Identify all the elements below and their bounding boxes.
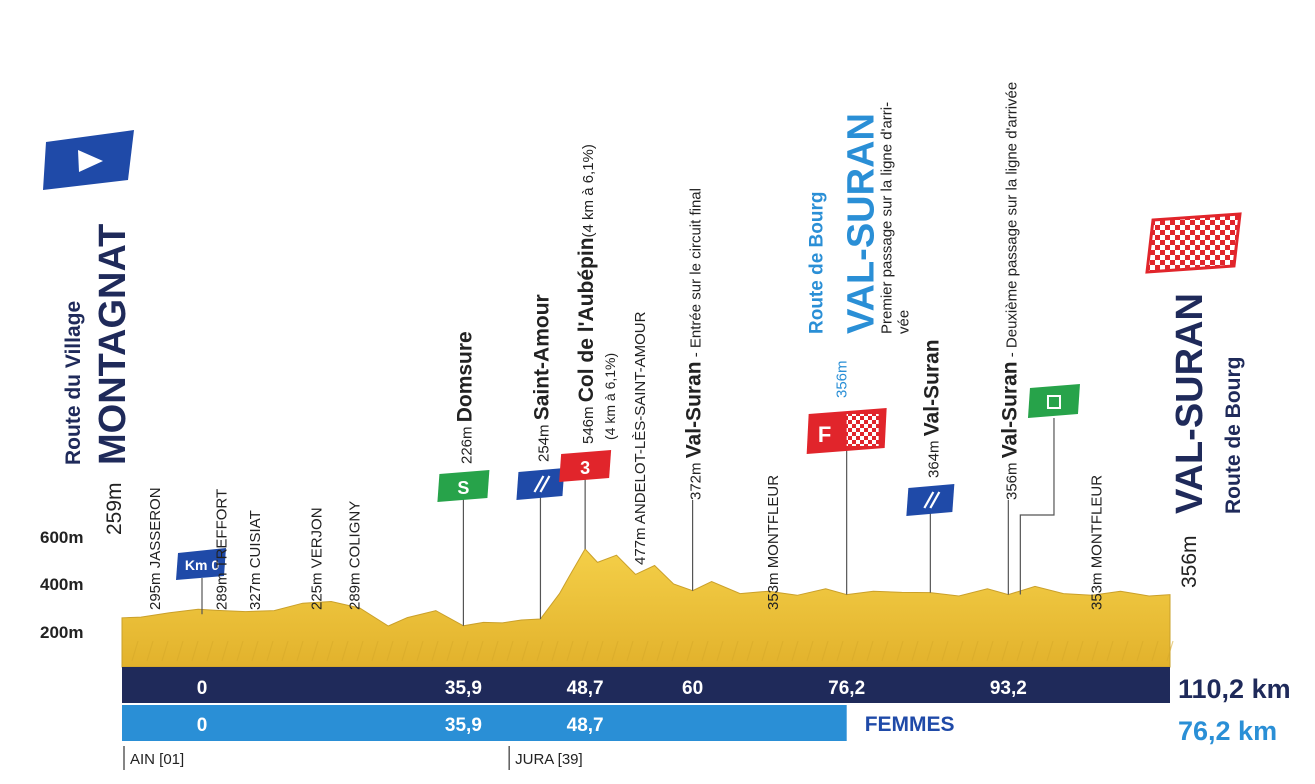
waste-zone-pole	[1019, 418, 1055, 595]
finish-labels: VAL-SURAN Route de Bourg 356m	[1169, 293, 1245, 588]
start-flag	[43, 130, 134, 190]
signal-stroke	[533, 475, 545, 493]
signal-stroke	[923, 491, 935, 509]
women-finish-marker-label: F	[818, 422, 831, 447]
climb-category-marker	[559, 450, 612, 482]
finish-label: VAL-SURAN	[1169, 293, 1211, 514]
point-label: 364m Val-Suran	[920, 339, 943, 478]
place-label: 289m TREFFORT	[214, 489, 231, 610]
elevation-profile-area	[121, 548, 1171, 668]
finish-altitude: 356m	[1178, 535, 1201, 588]
finish-flag-shape	[1145, 212, 1242, 274]
place-label: 327m CUISIAT	[247, 510, 264, 610]
km-bar-men-mark: 0	[197, 678, 208, 699]
y-tick-label: 400m	[40, 575, 83, 594]
point-label: 254m Saint-Amour	[530, 294, 553, 462]
km-bar-men-background	[122, 667, 1170, 703]
km-bar-women-mark: 48,7	[567, 715, 604, 736]
point-label: 372m Val-Suran - Entrée sur le circuit f…	[683, 188, 706, 500]
place-label: 353m MONTFLEUR	[1089, 475, 1106, 610]
km-bar-women-total: 76,2 km	[1178, 716, 1277, 746]
km-bar-men-mark: 93,2	[990, 678, 1027, 699]
km-bar-women-mark: 0	[197, 715, 208, 736]
women-finish-altitude: 356m	[834, 360, 851, 398]
km-bar-men-mark: 48,7	[567, 678, 604, 699]
start-altitude: 259m	[103, 482, 126, 535]
finish-flag	[1145, 212, 1242, 274]
place-label: 289m COLIGNY	[347, 501, 364, 610]
point-label: 356m Val-Suran - Deuxième passage sur la…	[998, 82, 1021, 500]
start-label: MONTAGNAT	[92, 224, 134, 465]
signal-marker-icon	[906, 484, 955, 516]
waste-zone-marker	[1027, 384, 1080, 418]
climb-category-label: 3	[580, 458, 590, 478]
bin-icon	[1046, 395, 1061, 409]
y-tick-label: 200m	[40, 623, 83, 642]
km-bar-men-total: 110,2 km	[1178, 674, 1291, 704]
women-finish-line2: VAL-SURAN	[841, 113, 883, 334]
place-label: 225m VERJON	[309, 507, 326, 610]
signal-marker-icon	[516, 468, 565, 500]
km-bar-men: 0 35,9 48,7 60 76,2 93,2 110,2 km	[122, 667, 1291, 704]
departments: AIN [01] JURA [39]	[123, 746, 583, 770]
km-bar-men-mark: 76,2	[828, 678, 865, 699]
km-bar-women-background	[122, 705, 847, 741]
women-finish-checker	[846, 414, 879, 446]
department-label: JURA [39]	[515, 751, 583, 768]
km-bar-women-mark: 35,9	[445, 715, 482, 736]
elevation-profile-texture	[131, 640, 1174, 662]
km-bar-women: 0 35,9 48,7 FEMMES 76,2 km	[122, 705, 1277, 746]
start-arrow-icon	[78, 150, 103, 172]
point-label: 546m Col de l'Aubépin(4 km à 6,1%)	[575, 144, 598, 444]
km0-label: Km 0	[185, 557, 219, 573]
women-finish-line1: Route de Bourg	[807, 192, 828, 335]
km-bar-men-mark: 60	[682, 678, 703, 699]
place-label: 477m ANDELOT-LÈS-SAINT-AMOUR	[632, 311, 649, 565]
climb-details: (4 km à 6,1%)	[602, 353, 618, 440]
point-label: 226m Domsure	[453, 331, 476, 464]
place-label: 353m MONTFLEUR	[765, 475, 782, 610]
signal-stroke	[539, 475, 551, 493]
sprint-marker-label: S	[457, 478, 469, 498]
signal-stroke	[929, 491, 941, 509]
women-finish-line3: Premier passage sur la ligne d'arri-	[879, 102, 896, 334]
sprint-marker	[437, 470, 490, 502]
km-bar-women-label: FEMMES	[865, 713, 955, 736]
finish-sublabel: Route de Bourg	[1222, 357, 1245, 515]
y-tick-label: 600m	[40, 528, 83, 547]
km0-badge	[176, 548, 226, 580]
start-labels: Route du Village MONTAGNAT 259m	[62, 224, 134, 535]
department-label: AIN [01]	[130, 751, 184, 768]
km-bar-men-mark: 35,9	[445, 678, 482, 699]
women-finish-line4: vée	[896, 310, 913, 334]
start-sublabel: Route du Village	[62, 301, 85, 465]
place-label: 295m JASSERON	[147, 487, 164, 610]
route-annotations: Km 0 295m JASSERON 289m TREFFORT 327m CUISI…	[147, 82, 1106, 626]
y-axis-ticks: 600m 400m 200m	[40, 528, 83, 642]
